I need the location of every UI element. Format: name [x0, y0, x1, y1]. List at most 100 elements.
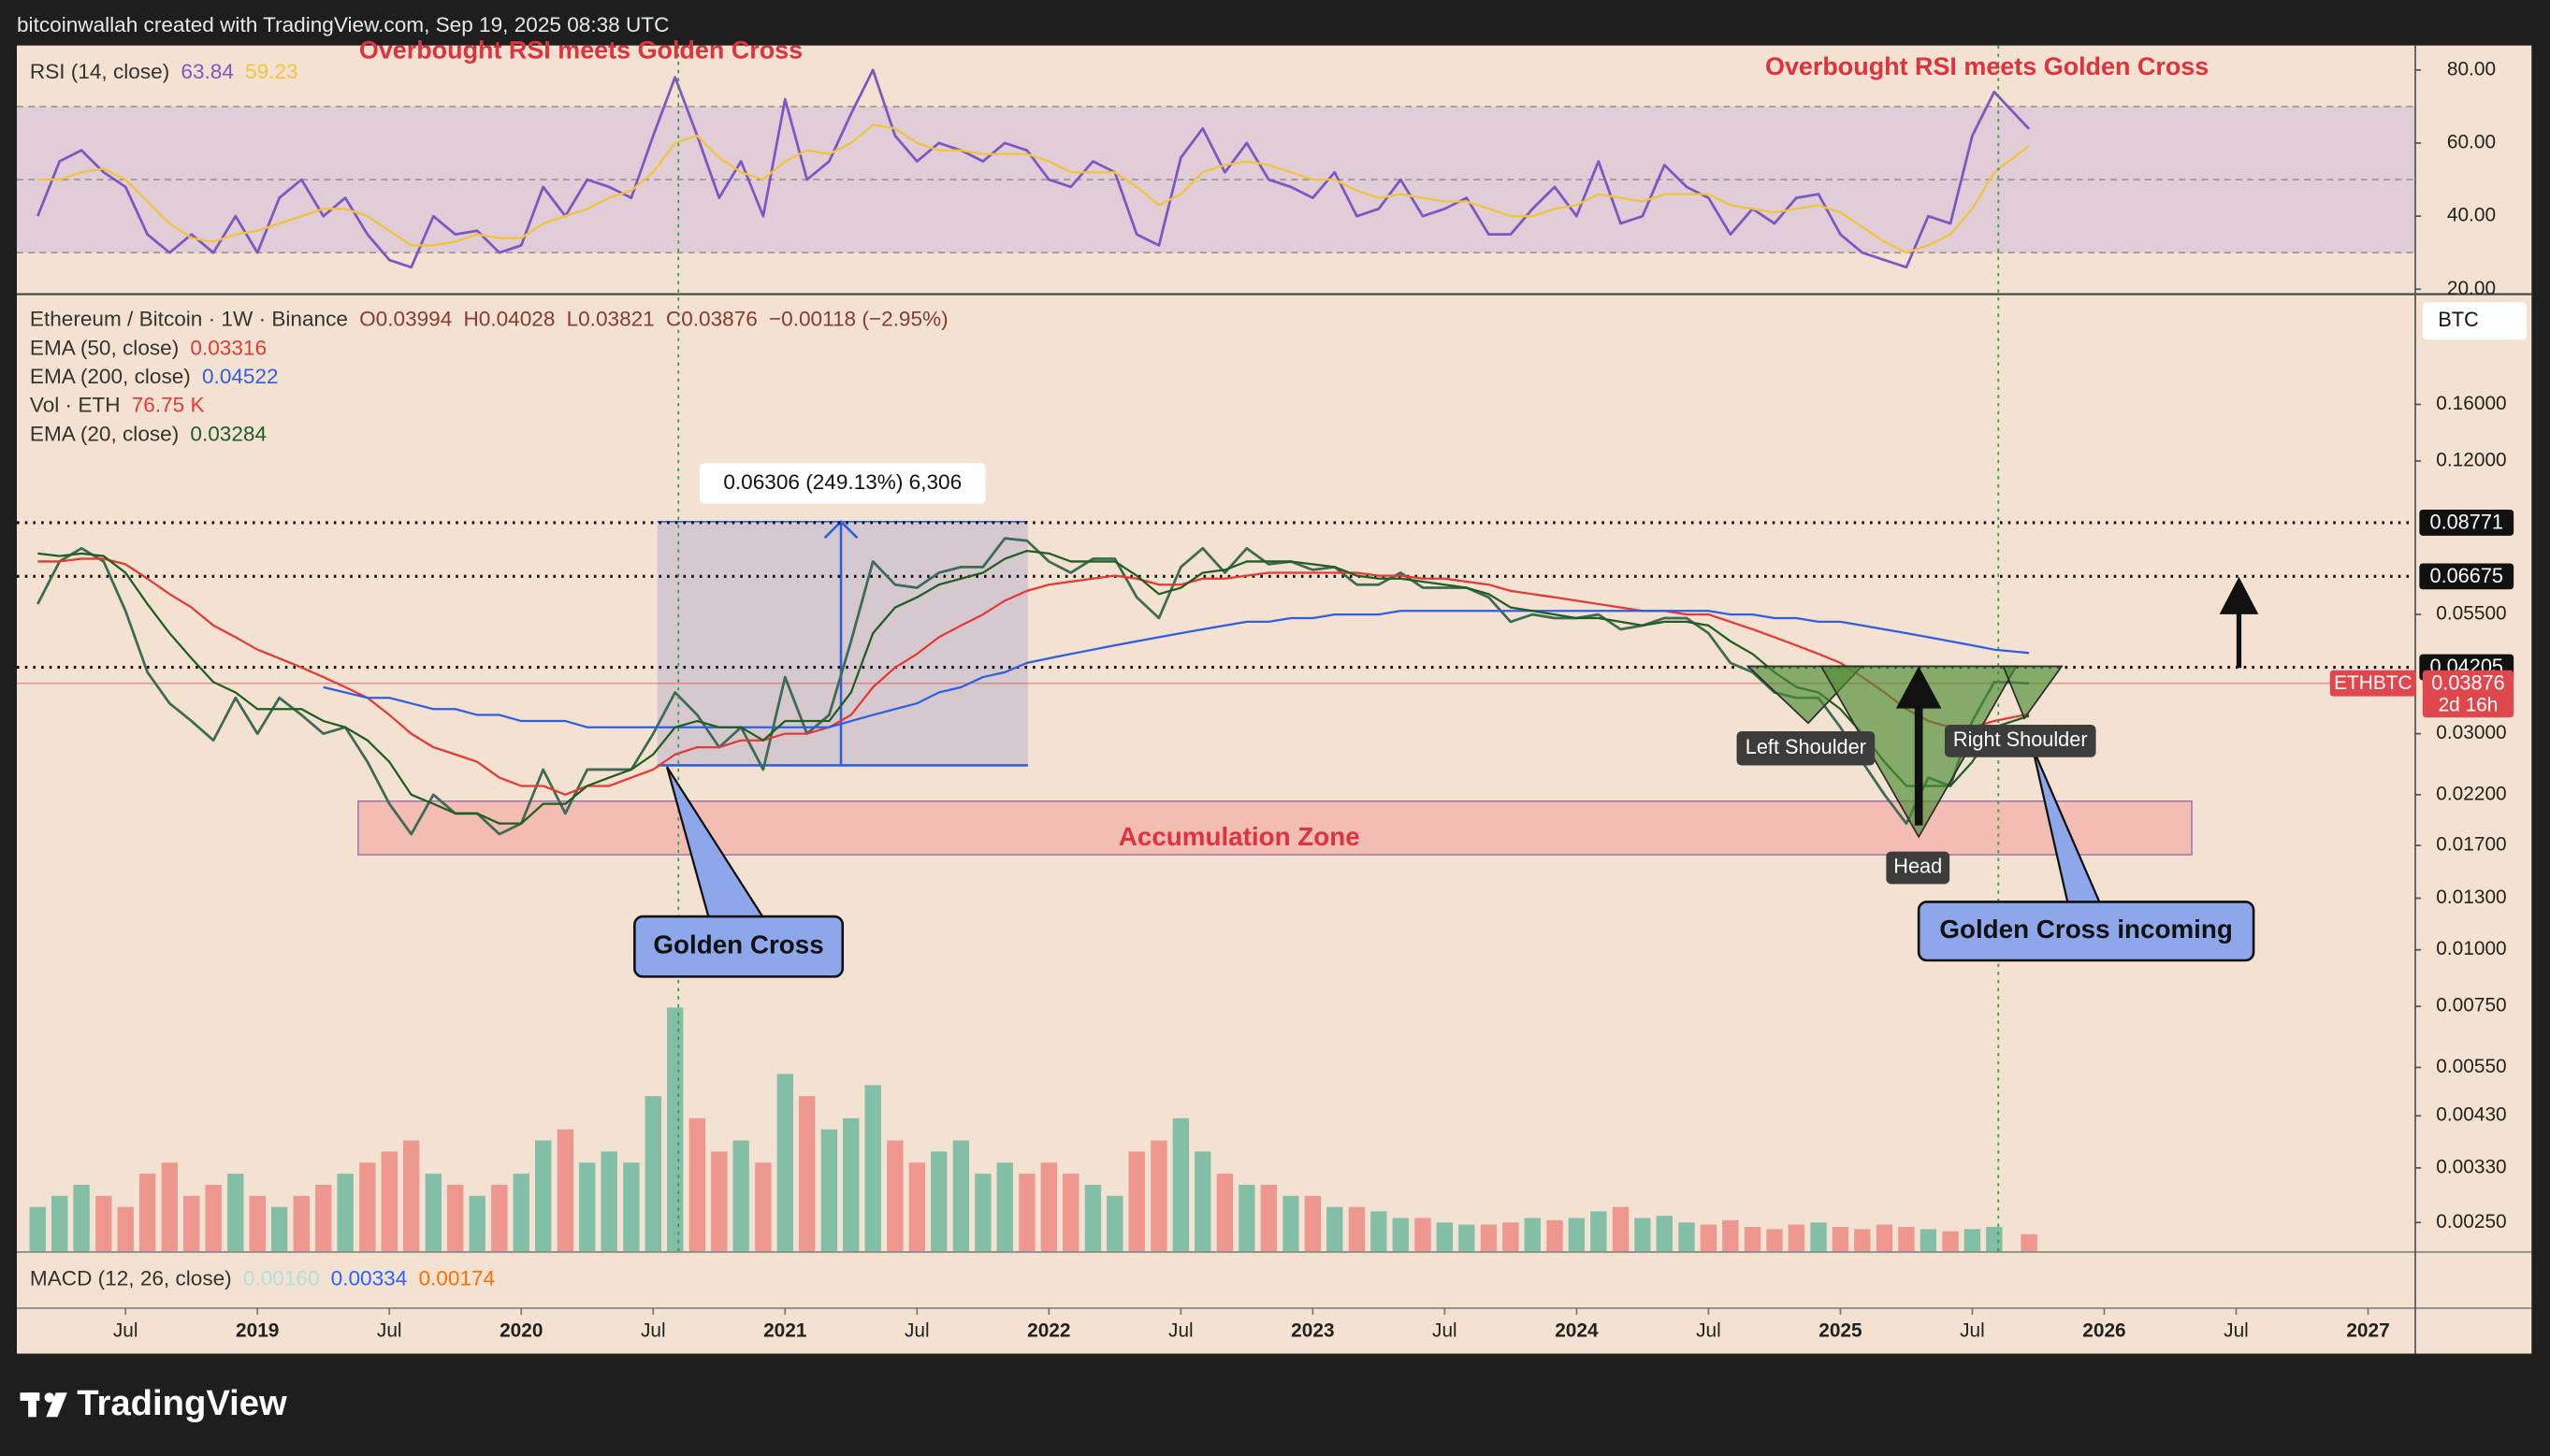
y-tick-label: 0.00550	[2436, 1056, 2506, 1077]
countdown: 2d 16h	[2439, 695, 2499, 716]
axes: 80.00 60.00 40.00 20.00 0.16000 0.12000 0.0550…	[113, 58, 2507, 1341]
ema-legend: EMA (20, close) 0.03284	[30, 423, 267, 446]
x-tick-label: Jul	[1168, 1320, 1194, 1342]
bands	[17, 106, 2415, 253]
volume-bar	[51, 1195, 68, 1252]
volume-bar	[1524, 1218, 1541, 1252]
volume-bar	[1019, 1174, 1036, 1252]
volume-bar	[1920, 1229, 1937, 1252]
y-tick-label: 20.00	[2447, 278, 2496, 299]
volume-bar	[1656, 1216, 1673, 1252]
pattern-label: Left Shoulder	[1746, 735, 1866, 758]
symbol-label: ETHBTC	[2334, 672, 2412, 694]
rsi-legend: RSI (14, close) 63.84 59.23	[30, 60, 298, 83]
y-tick-label: 60.00	[2447, 131, 2496, 152]
volume-bar	[557, 1129, 574, 1252]
volume-bar	[1546, 1219, 1563, 1252]
measure-label-box	[699, 463, 986, 504]
volume-bar	[1963, 1229, 1981, 1252]
volume-bar	[1458, 1224, 1475, 1252]
measure-arrowhead	[823, 519, 859, 540]
callout-label: Golden Cross	[653, 930, 823, 959]
x-tick-label: 2020	[500, 1320, 543, 1342]
macd-legend: MACD (12, 26, close) 0.00160 0.00334 0.0017…	[30, 1266, 495, 1290]
legend-value: 0.00334	[331, 1266, 408, 1290]
annotations: Golden Cross Golden Cross incoming Accum…	[359, 36, 2259, 1252]
volume-bar	[1392, 1218, 1409, 1252]
volume-bar	[1590, 1211, 1607, 1252]
volume-bar	[996, 1162, 1013, 1252]
x-tick-label: Jul	[2224, 1320, 2249, 1342]
zone-label: Accumulation Zone	[1119, 822, 1360, 851]
x-tick-label: 2023	[1291, 1320, 1334, 1342]
measure-label: 0.06306 (249.13%) 6,306	[723, 470, 962, 494]
volume-bar	[1832, 1226, 1849, 1252]
volume-bar	[1348, 1206, 1366, 1252]
y-tick-label: 0.00250	[2436, 1211, 2506, 1233]
pattern-label-box	[1886, 851, 1950, 885]
pattern-label: Head	[1893, 855, 1942, 878]
measure-area	[657, 521, 1028, 766]
x-tick-label: 2019	[236, 1320, 279, 1342]
x-tick-label: 2022	[1027, 1320, 1070, 1342]
volume-bar	[1678, 1222, 1695, 1252]
volume-bar	[732, 1140, 749, 1252]
volume-bar	[1876, 1224, 1893, 1252]
series-line	[36, 537, 2030, 836]
series-line	[36, 68, 2031, 269]
volume-bar	[73, 1184, 90, 1252]
volume-bar	[1744, 1226, 1761, 1252]
x-tick-label: Jul	[1432, 1320, 1457, 1342]
currency-box[interactable]	[2422, 302, 2528, 340]
volume-bar	[1942, 1231, 1959, 1252]
y-tick-label: 0.00750	[2436, 995, 2506, 1016]
volume-bar	[755, 1162, 772, 1252]
volume-bar	[1260, 1184, 1277, 1252]
volume-bar	[270, 1206, 288, 1252]
level-tag	[2419, 563, 2514, 590]
chart-background	[17, 45, 2532, 1354]
y-tick-label: 0.16000	[2436, 393, 2506, 414]
brand-name: TradingView	[77, 1383, 287, 1423]
legend-value: 0.03284	[190, 423, 267, 446]
right-shoulder-shape	[2002, 665, 2064, 720]
x-tick-label: 2021	[763, 1320, 807, 1342]
volume-bar	[1326, 1206, 1343, 1252]
volume-bar	[2021, 1233, 2037, 1252]
accumulation-zone	[357, 800, 2193, 856]
y-tick-label: 0.02200	[2436, 783, 2506, 804]
volume-bar	[534, 1140, 552, 1252]
currency[interactable]: BTC	[2438, 308, 2478, 331]
logo-part	[28, 1392, 36, 1418]
volume-bar	[1502, 1222, 1519, 1252]
x-tick-label: 2025	[1818, 1320, 1862, 1342]
volume-bar	[402, 1140, 420, 1252]
volume-bar	[1788, 1224, 1805, 1252]
legend-value: 0.00160	[243, 1266, 320, 1290]
legend-title: MACD (12, 26, close)	[30, 1266, 232, 1290]
volume-bar	[1172, 1117, 1190, 1252]
ema-legend: EMA (200, close) 0.04522	[30, 365, 279, 388]
volume-bar	[447, 1184, 464, 1252]
legend-value: 59.23	[245, 60, 298, 83]
volume-bar	[776, 1074, 793, 1252]
volume-bar	[513, 1174, 529, 1252]
x-tick-label: Jul	[1960, 1320, 1985, 1342]
volume-bar	[1436, 1222, 1454, 1252]
volume-bar	[1722, 1219, 1739, 1252]
volume-bar	[864, 1085, 881, 1252]
volume-bar	[359, 1162, 376, 1252]
volume-bar	[1128, 1151, 1145, 1252]
rsi-annotation: Overbought RSI meets Golden Cross	[359, 36, 803, 65]
volume-bar	[1414, 1218, 1431, 1252]
pattern-label-box	[1944, 725, 2096, 757]
volume-bar	[425, 1174, 442, 1252]
volume-bar	[1107, 1195, 1123, 1252]
ema-legend: EMA (50, close) 0.03316	[30, 337, 267, 360]
volume-bar	[1612, 1206, 1630, 1252]
volume-bar	[1986, 1226, 2003, 1252]
legend-value: 63.84	[181, 60, 234, 83]
